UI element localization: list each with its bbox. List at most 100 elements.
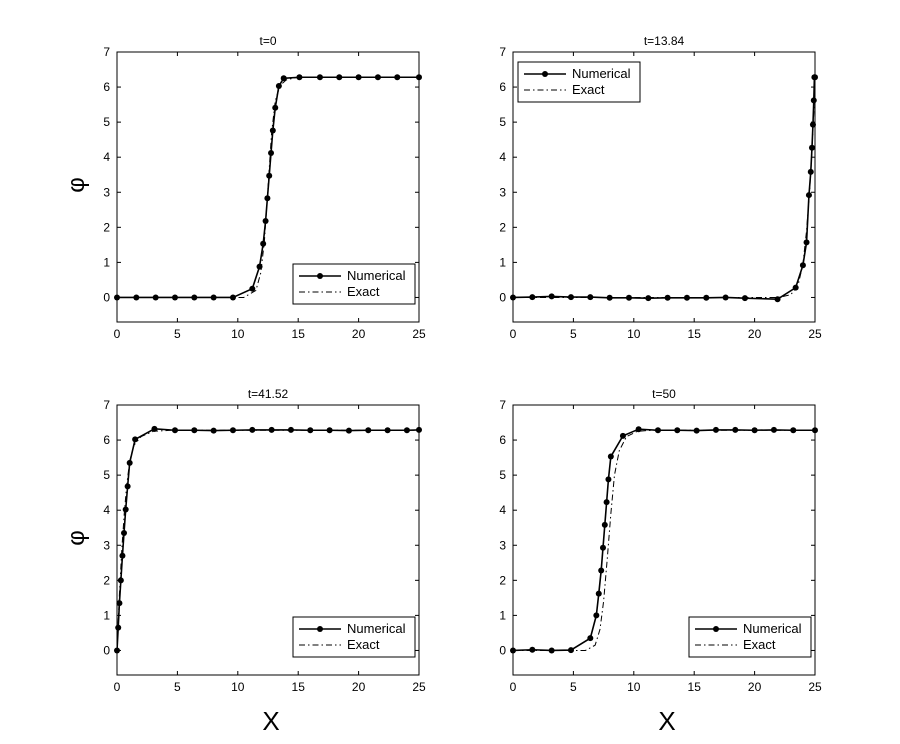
data-point-numerical [268,149,275,156]
data-point-numerical [664,294,671,301]
series-line-exact [117,76,419,298]
y-tick-label: 3 [103,538,110,552]
y-tick-label: 7 [103,45,110,59]
subplots: t=00 5 10 15 20 2501234567φNumericalExactt=13… [63,34,822,736]
y-tick-label: 0 [499,643,506,657]
x-tick-label: 10 [627,327,641,341]
data-point-numerical [599,544,606,551]
data-point-numerical [807,168,814,175]
data-point-numerical [249,285,256,292]
y-tick-label: 1 [103,255,110,269]
x-axis-label: X [658,706,675,736]
y-tick-label: 1 [103,608,110,622]
data-point-numerical [229,294,236,301]
data-point-numerical [595,590,602,597]
data-point-numerical [275,83,282,90]
legend-marker-numerical [317,626,323,632]
data-point-numerical [741,295,748,302]
legend-box [517,61,641,103]
data-point-numerical [124,483,131,490]
x-tick-label: 15 [688,327,702,341]
x-tick-label: 20 [748,327,762,341]
y-tick-label: 6 [499,433,506,447]
y-tick-label: 6 [103,80,110,94]
y-axis-label: φ [63,177,90,193]
data-point-numerical [272,104,279,111]
y-tick-label: 3 [103,185,110,199]
legend-box [292,616,416,658]
y-tick-label: 4 [103,503,110,517]
y-tick-label: 3 [499,185,506,199]
x-tick-label: 25 [412,680,426,694]
data-point-numerical [751,427,758,434]
y-tick-label: 0 [103,290,110,304]
y-tick-label: 2 [499,220,506,234]
data-point-numerical [229,427,236,434]
data-point-numerical [260,240,267,247]
series-line-exact [513,429,815,651]
data-point-numerical [645,295,652,302]
legend-label: Numerical [743,621,802,636]
series-line-exact [117,429,419,651]
data-point-numerical [345,427,352,434]
data-point-numerical [151,425,158,432]
x-tick-label: 0 [510,327,517,341]
y-tick-label: 4 [103,150,110,164]
legend-label: Exact [347,284,380,299]
legend-marker-numerical [317,273,323,279]
data-point-numerical [394,74,401,81]
data-point-numerical [122,506,129,513]
data-point-numerical [605,476,612,483]
data-point-numerical [809,121,816,128]
x-tick-label: 5 [174,680,181,694]
legend-marker-numerical [542,71,548,77]
y-tick-label: 2 [499,573,506,587]
series-line-exact [513,77,815,298]
x-tick-label: 25 [808,680,822,694]
data-point-numerical [803,239,810,246]
data-point-numerical [384,427,391,434]
subplot-3: t=41.52 0 5 10 15 20 25 0 1 2 3 4 5 6 7 Xφ NumericalExac… [63,387,426,736]
y-tick-label: 1 [499,608,506,622]
y-tick-label: 3 [499,538,506,552]
y-tick-label: 5 [499,115,506,129]
data-point-numerical [403,427,410,434]
subplot-title: t=41.52 [248,387,289,401]
data-point-numerical [114,647,120,654]
x-tick-label: 20 [352,327,366,341]
x-tick-label: 5 [570,680,577,694]
data-point-numerical [268,426,275,433]
x-tick-label: 10 [231,680,245,694]
legend-label: Numerical [572,66,631,81]
subplot-title: t=50 [652,387,676,401]
data-point-numerical [683,294,690,301]
data-point-numerical [416,426,422,433]
y-tick-label: 2 [103,573,110,587]
subplot-title: t=13.84 [644,34,685,48]
x-tick-label: 5 [174,327,181,341]
data-point-numerical [548,647,555,654]
y-tick-label: 5 [103,468,110,482]
data-point-numerical [119,552,126,559]
y-tick-label: 0 [103,643,110,657]
data-point-numerical [126,459,133,466]
data-point-numerical [280,75,287,82]
x-tick-label: 15 [688,680,702,694]
x-tick-label: 10 [231,327,245,341]
y-tick-label: 4 [499,503,506,517]
legend-label: Numerical [347,621,406,636]
data-point-numerical [619,432,626,439]
data-point-numerical [262,218,269,225]
data-point-numerical [812,74,818,81]
data-point-numerical [316,74,323,81]
data-point-numerical [269,127,276,134]
legend-label: Numerical [347,268,406,283]
legend-label: Exact [572,82,605,97]
data-point-numerical [607,453,614,460]
